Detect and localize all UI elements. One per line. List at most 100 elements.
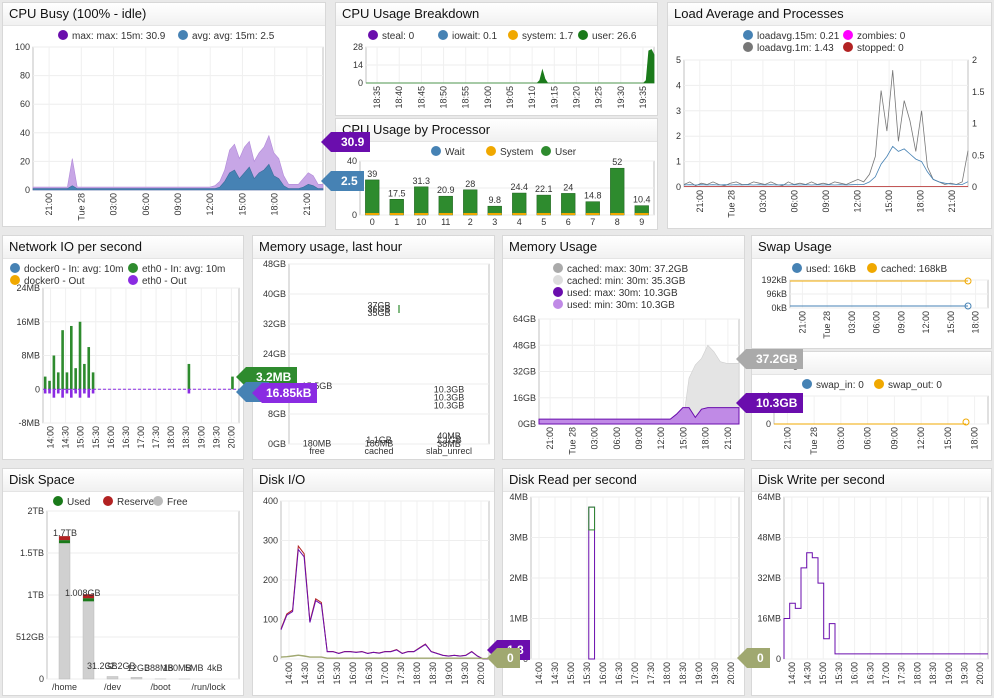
- widget-swap-usage[interactable]: Swap Usage used: 16kB cached: 168kB 192kB 9…: [751, 235, 992, 349]
- x-tick-label: 15:00: [678, 427, 688, 450]
- disk-write-chart: 64MB 48MB 32MB 16MB 0 14:00 14:30 15:00 15:30 16:…: [757, 492, 989, 685]
- x-tick-label: 09:00: [889, 427, 899, 450]
- y-tick-label: 1TB: [27, 590, 44, 600]
- x-tick-label: cached: [364, 446, 393, 456]
- bar-value-label: 20.9: [437, 185, 455, 195]
- bar-eth0-in: [61, 330, 64, 390]
- bar-system: [365, 213, 380, 215]
- bar-value-label: 32.2GB: [105, 661, 136, 671]
- mem-used-flag: 10.3GB: [735, 393, 804, 413]
- series-avg-area: [32, 163, 324, 191]
- bar-eth0-out: [83, 389, 86, 394]
- x-tick-label: 19:00: [944, 662, 954, 685]
- widget-disk-io[interactable]: Disk I/O 400 300 200 100 0 14:00 14:30 15:00 15:…: [252, 468, 495, 696]
- widget-cpu-by-processor[interactable]: CPU Usage by Processor WaitSystemUser402…: [335, 118, 658, 230]
- legend-label: steal: 0: [382, 31, 415, 42]
- legend-dot: [843, 42, 853, 52]
- widget-memory-usage[interactable]: Memory Usage cached: max: 30m: 37.2GB cac…: [502, 235, 745, 460]
- disk-read-flag: 0: [737, 648, 770, 668]
- widget-memory-last-hour[interactable]: Memory usage, last hour 48GB 40GB 32GB 24GB…: [252, 235, 495, 460]
- legend-label: loadavg.1m: 1.43: [757, 43, 834, 54]
- widget-load-average[interactable]: Load Average and Processes loadavg.15m: …: [667, 2, 992, 229]
- x-tick-label: 18:00: [166, 426, 176, 449]
- bar-eth0-in: [74, 368, 77, 390]
- legend-dot: [128, 275, 138, 285]
- x-tick-label: 18:00: [916, 190, 926, 213]
- cpu-by-processor-chart: WaitSystemUser4020039017.5131.31020.9112…: [347, 146, 655, 227]
- x-tick-label: Tue 28: [76, 193, 86, 221]
- x-tick-label: 15:00: [76, 426, 86, 449]
- bar-eth0-in: [48, 380, 51, 390]
- widget-disk-read[interactable]: Disk Read per second 4MB3MB2MB1MB014:001…: [502, 468, 745, 696]
- widget-title: CPU Busy (100% - idle): [3, 3, 325, 26]
- y-tick-label: 2: [676, 131, 681, 141]
- widget-title: Disk Space: [3, 469, 243, 492]
- bar-eth0-out: [48, 389, 51, 394]
- bar-eth0-in: [231, 376, 234, 390]
- bar-user: [463, 189, 478, 216]
- legend-dot: [438, 30, 448, 40]
- x-tick-label: 18:30: [428, 662, 438, 685]
- x-tick-label: 14:30: [550, 662, 560, 685]
- y-tick-label: 48GB: [513, 340, 536, 350]
- bar-user: [561, 193, 576, 216]
- x-tick-label: 16:00: [106, 426, 116, 449]
- disk-space-chart: Used Reserved Free 2TB 1.5TB 1TB 512GB 0 1.7TB 1.…: [16, 496, 240, 692]
- y-tick-label: 2TB: [27, 506, 44, 516]
- y-tick-label: 4: [676, 80, 681, 90]
- widget-network-io[interactable]: Network IO per second docker0 - In: avg:…: [2, 235, 244, 460]
- bar-eth0-out: [78, 389, 82, 398]
- bar-read-top: [588, 506, 596, 531]
- x-tick-label: 21:00: [545, 427, 555, 450]
- y-tick-label: 400: [263, 496, 278, 506]
- used-endpoint: [964, 302, 972, 310]
- x-tick-label: 06:00: [612, 427, 622, 450]
- x-tick-label: Tue 28: [726, 190, 736, 218]
- bar-eth0-out: [52, 389, 56, 398]
- swap-out-endpoint: [962, 418, 970, 426]
- x-tick-label: 15:00: [316, 662, 326, 685]
- x-tick-label: 15:30: [582, 662, 592, 685]
- legend-dot: [368, 30, 378, 40]
- x-tick-label: 18:00: [970, 427, 980, 450]
- cpu-breakdown-chart: steal: 0 iowait: 0.1 system: 1.7 user: 26.6…: [353, 30, 655, 109]
- widget-disk-space[interactable]: Disk Space Used Reserved Free 2TB 1.5TB 1TB 51…: [2, 468, 244, 696]
- x-tick-label: 19:15: [549, 86, 559, 109]
- bar-value-label: 1.7TB: [53, 528, 77, 538]
- bar-eth0-in: [56, 372, 60, 390]
- legend-dot: [553, 299, 563, 309]
- widget-title: CPU Usage by Processor: [336, 119, 657, 142]
- bar-user: [610, 167, 625, 216]
- value-label: 180MB: [365, 438, 394, 448]
- y-tick-label: 200: [263, 575, 278, 585]
- x-tick-label: 19:00: [483, 86, 493, 109]
- bar-value-label: 31.3: [412, 176, 430, 186]
- x-tick-label: 18:30: [678, 662, 688, 685]
- widget-cpu-busy[interactable]: CPU Busy (100% - idle) max: max: 15m: 30…: [2, 2, 326, 227]
- x-tick-label: 15:30: [91, 426, 101, 449]
- x-tick-label: 18:30: [181, 426, 191, 449]
- bar-eth0-in: [65, 372, 69, 390]
- y2-tick-label: 1: [972, 119, 977, 129]
- bar-eth0-in: [87, 347, 91, 390]
- x-tick-label: 06:00: [789, 190, 799, 213]
- x-tick-label: Tue 28: [567, 427, 577, 455]
- x-tick-label: 15:30: [332, 662, 342, 685]
- value-label: 10.3GB: [434, 384, 465, 394]
- disk-io-chart: 400 300 200 100 0 14:00 14:30 15:00 15:30 16:00 16…: [263, 496, 490, 685]
- legend-label: Free: [167, 497, 188, 508]
- x-tick-label: 09:00: [896, 311, 906, 334]
- widget-disk-write[interactable]: Disk Write per second 64MB 48MB 32MB 16MB 0 1…: [751, 468, 992, 696]
- x-tick-label: Tue 28: [822, 311, 832, 339]
- bar-system: [634, 213, 649, 215]
- value-label: 37GB: [367, 300, 390, 310]
- legend-label: cached: 168kB: [881, 264, 947, 275]
- legend-label: Used: [67, 497, 90, 508]
- x-tick-label: Tue 28: [809, 427, 819, 455]
- legend-dot: [541, 146, 551, 156]
- widget-cpu-breakdown[interactable]: CPU Usage Breakdown steal: 0 iowait: 0.1 s…: [335, 2, 658, 116]
- widget-title: Memory usage, last hour: [253, 236, 494, 259]
- x-tick-label: 19:30: [616, 86, 626, 109]
- y-tick-label: 0: [39, 674, 44, 684]
